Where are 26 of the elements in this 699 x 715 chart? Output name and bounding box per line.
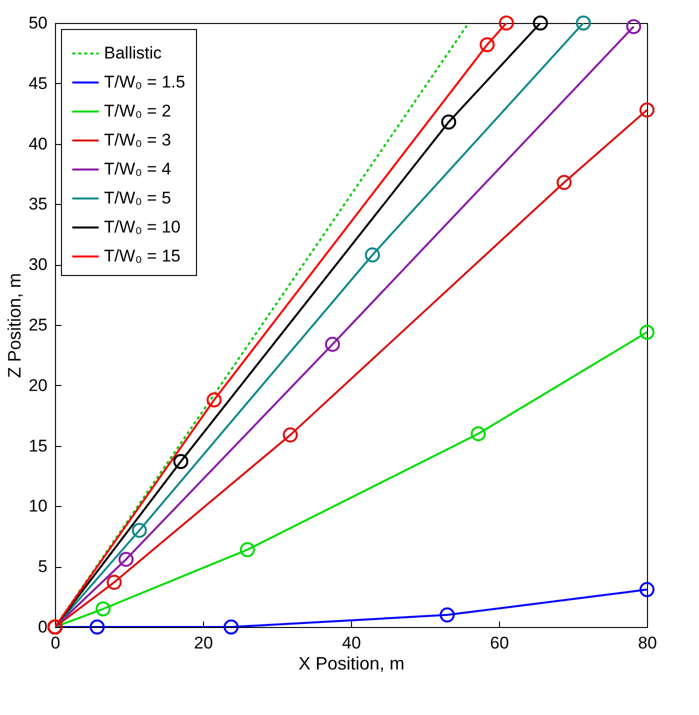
y-tick-label: 30 [28,255,48,274]
y-tick-label: 5 [38,557,48,576]
x-tick-label: 80 [638,634,657,652]
legend-label: T/W₀ = 3 [104,130,172,150]
x-tick-label: 0 [50,634,60,652]
legend-label: T/W₀ = 10 [104,218,180,236]
y-tick-label: 15 [28,436,48,456]
y-tick-label: 10 [28,496,48,516]
y-tick-label: 0 [38,618,48,636]
y-tick-label: 20 [28,376,48,395]
x-tick-label: 40 [342,634,361,652]
legend-label: T/W₀ = 4 [104,160,172,178]
legend-label: T/W₀ = 5 [104,188,172,208]
y-axis-title: Z Position, m [4,272,25,378]
y-tick-label: 40 [28,134,48,154]
legend-label: T/W₀ = 1.5 [104,72,186,92]
y-tick-label: 45 [28,74,48,93]
y-tick-label: 25 [28,316,48,334]
legend-label: Ballistic [104,44,162,62]
legend-label: T/W₀ = 2 [104,102,172,120]
legend-label: T/W₀ = 15 [104,246,180,266]
x-axis-title: X Position, m [298,654,405,674]
y-tick-label: 35 [28,194,48,214]
x-tick-label: 20 [194,634,213,652]
x-tick-label: 60 [490,634,509,652]
y-tick-label: 50 [28,14,48,32]
